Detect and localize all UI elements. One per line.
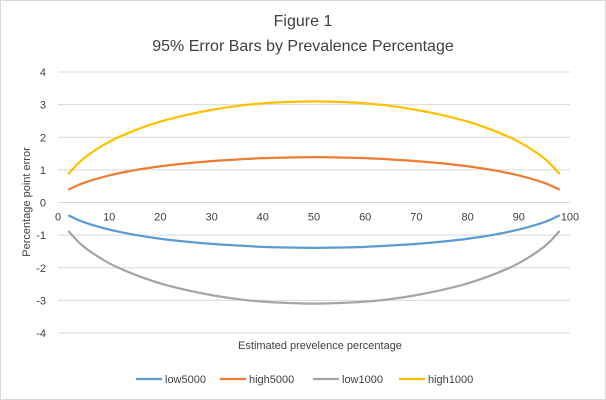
legend-label: high1000 xyxy=(428,374,473,386)
series-line-low1000 xyxy=(67,230,561,305)
y-tick-label: 4 xyxy=(40,67,46,79)
y-tick-label: -3 xyxy=(36,295,46,307)
legend-label: high5000 xyxy=(249,374,294,386)
x-tick-label: 40 xyxy=(257,212,269,224)
chart-title: Figure 1 xyxy=(274,13,333,30)
legend-item-low1000: low1000 xyxy=(313,374,383,386)
y-tick-label: -4 xyxy=(36,328,46,340)
series-line-high5000 xyxy=(67,156,561,191)
y-tick-label: 2 xyxy=(40,132,46,144)
series-line-high1000 xyxy=(67,100,561,175)
x-tick-label: 100 xyxy=(561,212,579,224)
legend-item-high5000: high5000 xyxy=(220,374,294,386)
x-tick-label: 20 xyxy=(154,212,166,224)
x-tick-label: 90 xyxy=(513,212,525,224)
legend-label: low5000 xyxy=(165,374,206,386)
legend-label: low1000 xyxy=(342,374,383,386)
y-tick-label: 0 xyxy=(40,198,46,210)
x-tick-label: 30 xyxy=(205,212,217,224)
x-axis-title: Estimated prevelence percentage xyxy=(238,340,402,352)
series-line-low5000 xyxy=(67,214,561,249)
series-layer xyxy=(67,100,561,305)
y-tick-label: 3 xyxy=(40,100,46,112)
chart-subtitle: 95% Error Bars by Prevalence Percentage xyxy=(152,38,454,55)
x-tick-label: 0 xyxy=(55,212,61,224)
x-tick-labels: 0 10 20 30 40 50 60 70 80 90 100 xyxy=(55,212,579,224)
y-axis-title: Percentage point error xyxy=(21,147,33,257)
y-tick-label: 1 xyxy=(40,165,46,177)
x-tick-label: 80 xyxy=(461,212,473,224)
legend-item-high1000: high1000 xyxy=(399,374,473,386)
y-tick-label: -2 xyxy=(36,263,46,275)
x-tick-label: 70 xyxy=(410,212,422,224)
x-tick-label: 60 xyxy=(359,212,371,224)
y-tick-label: -1 xyxy=(36,230,46,242)
x-tick-label: 50 xyxy=(308,212,320,224)
legend-item-low5000: low5000 xyxy=(136,374,206,386)
x-tick-label: 10 xyxy=(103,212,115,224)
legend: low5000 high5000 low1000 high1000 xyxy=(136,374,473,386)
y-tick-labels: 4 3 2 1 0 -1 -2 -3 -4 xyxy=(36,67,46,340)
